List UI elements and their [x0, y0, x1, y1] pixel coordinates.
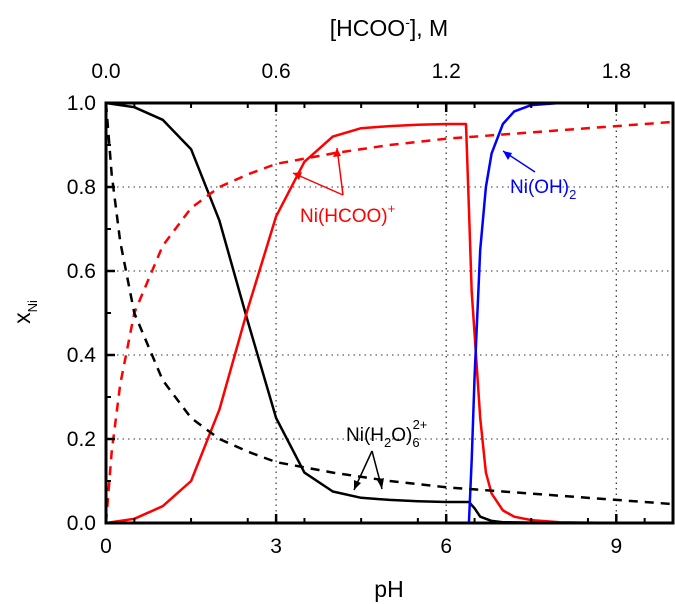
series-line-red-dashed: [104, 120, 674, 524]
grid-lines: [106, 103, 673, 523]
series-line-black-solid: [105, 101, 673, 525]
y-tick-label: 0.2: [67, 428, 96, 451]
x-axis-title: pH: [374, 576, 403, 602]
y-axis-title: xNi: [9, 300, 40, 324]
arrowhead-hcoo-solid: [293, 172, 302, 180]
top-tick-label: 1.8: [602, 60, 631, 83]
top-tick-label: 1.2: [432, 60, 461, 83]
data-curves: [104, 101, 674, 525]
arrowhead-hcoo-dashed: [333, 148, 341, 157]
top-axis-title: [HCOO-], M: [330, 14, 448, 41]
x-tick-label: 6: [440, 535, 452, 558]
annotation-ni-hcoo: Ni(HCOO)+: [300, 201, 395, 227]
arrow-hcoo-solid: [292, 172, 344, 196]
x-tick-label: 3: [270, 535, 282, 558]
top-tick-label: 0.0: [91, 60, 120, 83]
annotation-ni-oh2: Ni(OH)2: [510, 177, 576, 202]
y-tick-label: 0.6: [67, 260, 96, 283]
annotation-arrows: [292, 147, 536, 491]
y-tick-label: 0.4: [67, 344, 97, 367]
series-line-blue-solid: [106, 101, 673, 525]
arrowhead-h2o6-right: [377, 478, 384, 489]
axis-ticks: 0 3 6 9 0.0 0.6 1.2 1.8 0.0 0.2 0.4 0.6 0.8 1.0: [67, 60, 646, 558]
plot-border: [104, 101, 675, 525]
x-tick-label: 0: [100, 535, 112, 558]
annotation-ni-h2o6: Ni(H2O)62+: [346, 417, 427, 450]
arrowhead-h2o6-left: [354, 480, 361, 490]
y-tick-label: 0.8: [67, 176, 96, 199]
top-tick-label: 0.6: [261, 60, 290, 83]
series-line-red-solid: [105, 122, 673, 525]
y-tick-label: 0.0: [67, 512, 96, 535]
x-tick-label: 9: [610, 535, 622, 558]
arrowhead-oh2: [503, 151, 512, 160]
plot-frame: [104, 101, 675, 525]
y-tick-label: 1.0: [67, 92, 96, 115]
